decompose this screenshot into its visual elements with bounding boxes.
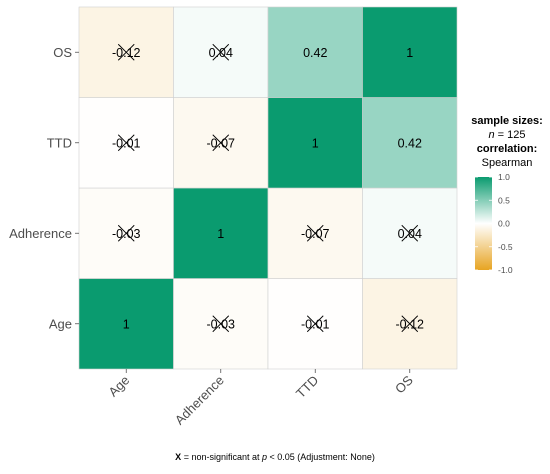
y-tick-label: Age — [49, 316, 72, 331]
cell-value: -0.03 — [207, 317, 236, 331]
cell-value: 0.04 — [209, 46, 233, 60]
nonsig-cross — [306, 224, 324, 242]
legend-sample-sizes-title: sample sizes: — [471, 115, 543, 127]
legend-tick-label: 0.0 — [498, 219, 510, 229]
nonsig-cross — [117, 224, 135, 242]
legend-tick-label: 0.5 — [498, 195, 510, 205]
caption-text-before: = non-significant at — [181, 452, 262, 462]
nonsig-cross — [212, 43, 230, 61]
nonsig-cross — [117, 134, 135, 152]
heatmap-cell — [173, 187, 269, 279]
cell-value: -0.01 — [112, 136, 141, 150]
nonsig-cross — [401, 315, 419, 333]
cell-value: 0.42 — [303, 46, 327, 60]
legend-sample-size: n = 125 — [488, 129, 525, 141]
cell-value: -0.03 — [112, 227, 141, 241]
nonsig-cross — [306, 315, 324, 333]
nonsig-cross — [212, 134, 230, 152]
heatmap-cell — [362, 97, 458, 189]
y-tick-label: TTD — [47, 135, 72, 150]
cell-value: 1 — [312, 136, 319, 150]
nonsig-cross — [117, 43, 135, 61]
caption-mark: X — [175, 452, 182, 462]
cell-value: -0.12 — [396, 317, 425, 331]
heatmap-cell — [362, 6, 458, 98]
x-tick-label: Adherence — [172, 373, 227, 428]
nonsig-cross — [401, 224, 419, 242]
y-tick-label: OS — [53, 45, 72, 60]
x-tick-label: TTD — [293, 373, 321, 401]
cell-value: 1 — [123, 317, 130, 331]
heatmap-cell — [78, 278, 174, 370]
nonsig-cross — [212, 315, 230, 333]
legend-method: Spearman — [482, 157, 533, 169]
heatmap-cell — [267, 6, 363, 98]
cell-value: 0.04 — [398, 227, 422, 241]
legend-tick-label: -1.0 — [498, 265, 513, 275]
cell-value: -0.12 — [112, 46, 141, 60]
cell-value: 1 — [217, 227, 224, 241]
legend-tick-label: -0.5 — [498, 242, 513, 252]
caption-p: p — [262, 452, 268, 462]
y-tick-label: Adherence — [9, 226, 72, 241]
x-tick-label: Age — [105, 373, 132, 400]
caption: X = non-significant at p < 0.05 (Adjustm… — [0, 452, 550, 462]
cell-value: 1 — [406, 46, 413, 60]
x-tick-label: OS — [392, 372, 416, 396]
cell-value: 0.42 — [398, 136, 422, 150]
legend-colorbar — [475, 177, 492, 270]
heatmap-cell — [267, 97, 363, 189]
cell-value: -0.07 — [301, 227, 330, 241]
cell-value: -0.01 — [301, 317, 330, 331]
legend-correlation-title: correlation: — [477, 143, 538, 155]
cell-value: -0.07 — [207, 136, 236, 150]
legend-tick-label: 1.0 — [498, 172, 510, 182]
caption-text-after: < 0.05 (Adjustment: None) — [267, 452, 375, 462]
